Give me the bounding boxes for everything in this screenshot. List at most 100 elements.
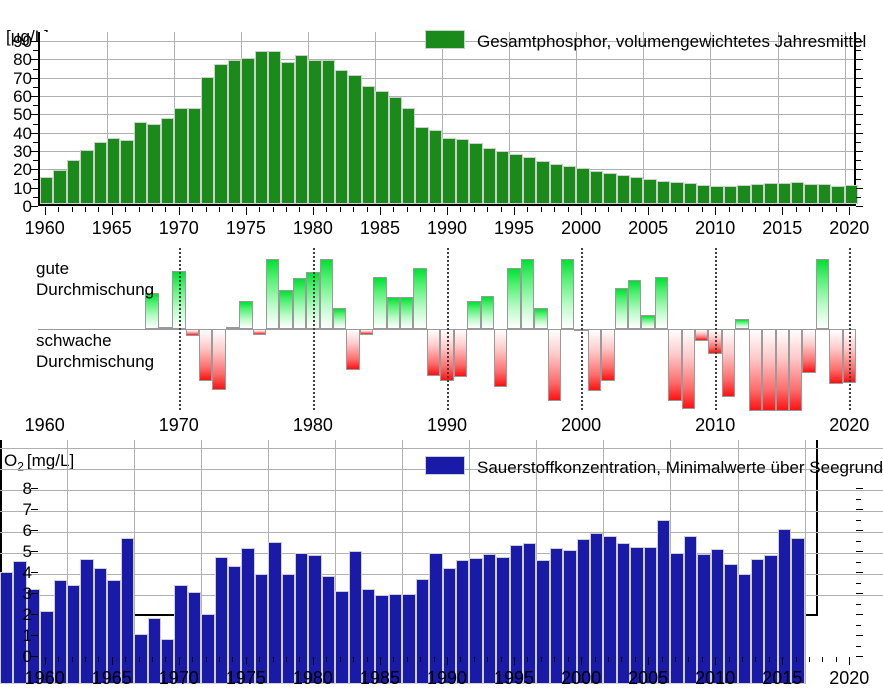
mixing-bar-weak [775,329,789,411]
oxygen-bar [657,519,671,684]
gridline-vertical [201,440,202,684]
gridline-horizontal [40,59,854,60]
y-axis-minor-tick-right [856,142,861,143]
phosphorus-bar [616,174,631,204]
x-axis-label: 2005 [628,218,669,238]
y-axis-label: 3 [22,584,32,603]
y-axis-label: 30 [13,142,32,161]
oxygen-bar [603,536,617,684]
x-axis-label: 1965 [91,668,132,688]
mixing-bar-good [628,280,642,330]
oxygen-bar [643,547,658,684]
mixing-bar-good [373,276,387,330]
oxygen-bar [576,539,591,684]
gridline-vertical [738,440,739,684]
x-axis-label: 1985 [359,668,400,688]
mixing-bar-good [641,314,655,330]
y-axis-minor-tick-right [856,160,861,161]
x-axis-tick [554,657,555,662]
mixing-bar-good [319,259,334,330]
mixing-bar-good [386,296,401,330]
oxygen-bar [40,610,54,684]
x-axis-tick [621,207,622,212]
y-axis-minor-tick-right [856,197,861,198]
oxygen-bar [429,553,443,684]
x-axis-tick [782,207,783,215]
phosphorus-legend-label: Gesamtphosphor, volumengewichtetes Jahre… [477,32,867,51]
phosphorus-bar [348,75,362,204]
x-axis-label: 1990 [426,668,468,688]
y-axis-tick-right [856,151,863,152]
y-axis-tick-right [856,635,863,636]
y-axis-tick-right [856,78,863,79]
x-axis-tick [125,207,126,212]
oxygen-bar [442,567,456,684]
x-axis-tick [487,657,488,662]
phosphorus-bar [603,172,617,204]
phosphorus-bar [469,143,483,204]
x-axis-label: 2000 [561,668,602,688]
x-axis-tick [447,207,448,215]
phosphorus-bar [80,149,94,204]
phosphorus-bar [764,183,778,204]
phosphorus-bar [241,58,255,204]
y-axis-minor-tick [33,105,38,106]
y-axis-tick [31,530,38,531]
x-axis-tick [796,207,797,212]
phosphorus-bar [777,182,791,204]
x-axis-label: 2010 [695,218,736,238]
y-axis-tick-right [856,59,863,60]
phosphorus-bar [549,164,563,204]
mixing-bar-weak [547,329,561,402]
x-axis-tick [125,657,126,662]
decade-marker [581,248,583,410]
phosphorus-bar [66,160,81,204]
x-axis-tick [822,207,823,212]
x-axis-tick [367,657,368,662]
y-axis-label: 5 [22,542,32,561]
x-axis-tick [662,207,663,212]
phosphorus-bar [790,182,805,204]
oxygen-bar [791,538,805,684]
x-axis-label: 2020 [829,668,870,688]
mixing-bar-weak [185,329,199,336]
oxygen-bar [174,584,188,684]
phosphorus-bar [522,156,537,204]
y-axis-minor-tick [33,179,38,180]
decade-marker [715,248,717,410]
x-axis-tick [675,207,676,212]
phosphorus-bar [750,183,765,204]
phosphorus-bar [147,124,161,204]
panel-phosphorus: [µg/L] Gesamtphosphor, volumengewichtete… [0,0,883,240]
mixing-weak-label: schwache Durchmischung [36,330,154,373]
x-axis-tick [702,657,703,662]
oxygen-bar [549,547,564,684]
mixing-bar-weak [829,329,843,385]
x-axis-tick [206,207,207,212]
mixing-bar-good [333,307,347,330]
phosphorus-legend-swatch [425,30,465,49]
x-axis-tick [688,657,689,662]
y-axis-minor-tick [33,87,38,88]
x-axis-tick [568,207,569,212]
oxygen-bar [590,533,604,684]
gridline-vertical [335,440,336,684]
y-axis-label: 4 [22,563,32,582]
x-axis-tick [809,657,810,662]
x-axis-tick [742,657,743,662]
x-axis-label: 2015 [762,668,803,688]
mixing-bar-good [279,289,293,330]
x-axis-tick [179,657,180,665]
y-axis-label: 6 [22,521,32,540]
x-axis-tick [393,207,394,212]
oxygen-bar [509,544,523,684]
mixing-bar-weak [359,329,374,335]
x-axis-tick [688,207,689,212]
oxygen-bar [308,554,322,684]
mixing-bar-good [815,259,830,330]
x-axis-tick [165,657,166,662]
x-axis-tick [45,657,46,665]
x-axis-tick [192,207,193,212]
x-axis-tick [393,657,394,662]
x-axis-tick [179,207,180,215]
